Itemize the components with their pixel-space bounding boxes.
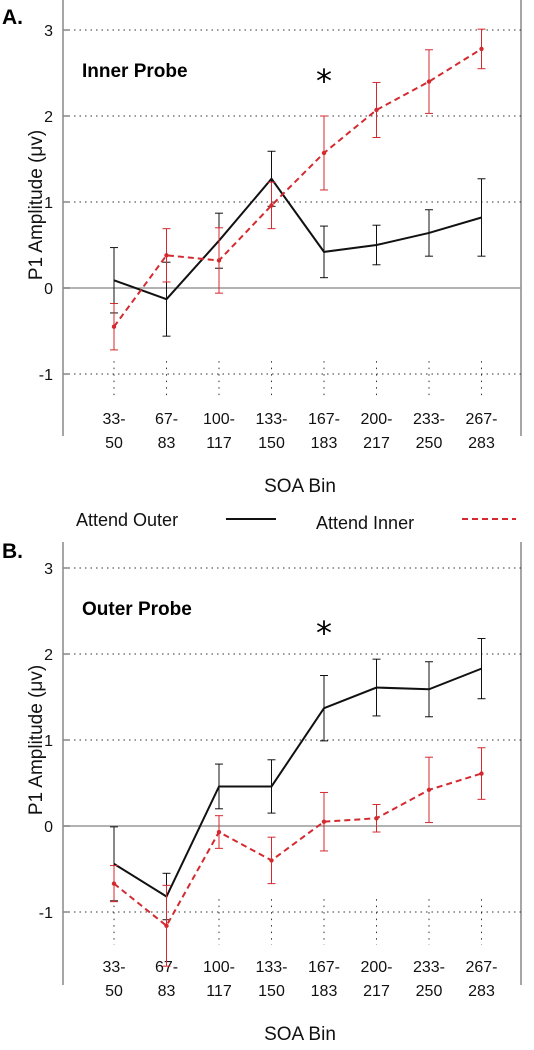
panel-b-xtick-label: 33- (102, 959, 125, 976)
panel-b-xtick-label: 150 (258, 983, 285, 1000)
panel-a-xtick-label: 217 (363, 435, 390, 452)
panel-b-xtick-label: 200- (360, 959, 392, 976)
panel-b-significance-star: * (316, 614, 332, 652)
panel-a-xtick-label: 183 (311, 435, 338, 452)
panel-a-xtick-label: 250 (416, 435, 443, 452)
panel-b-attend-inner-point (164, 923, 169, 928)
panel-b-xtick-label: 283 (468, 983, 495, 1000)
panel-a-attend-inner-point (111, 324, 117, 329)
panel-a-label: A. (2, 6, 23, 29)
panel-b-attend-inner-point (479, 771, 484, 776)
panel-b-attend-outer-line (113, 667, 482, 898)
panel-b-xtick-label: 100- (203, 959, 235, 976)
legend-attend-inner-label: Attend Inner (316, 513, 414, 533)
panel-b-ytick-label: 0 (44, 819, 53, 836)
panel-b-xtick-label: 67- (155, 959, 178, 976)
panel-a-xtick-label: 167- (308, 411, 340, 428)
panel-b-xtick-label: 233- (413, 959, 445, 976)
panel-a-ytick-label: -1 (39, 367, 53, 384)
panel-b-label: B. (2, 540, 23, 563)
panel-a-xtick-label: 117 (206, 435, 232, 452)
panel-a-xtick-label: 67- (155, 411, 178, 428)
panel-b-xtick-label: 133- (255, 959, 287, 976)
panel-a-attend-outer-line (113, 177, 482, 301)
panel-a-attend-inner-line (113, 48, 483, 328)
panel-a-xtick-label: 133- (255, 411, 287, 428)
panel-a-xtick-label: 100- (203, 411, 235, 428)
panel-a-ytick-label: 0 (44, 281, 53, 298)
panel-a-attend-inner-point (216, 258, 222, 263)
panel-a-ytick-label: 2 (44, 109, 53, 126)
panel-a-xtick-label: 33- (102, 411, 125, 428)
panel-a-xtick-label: 233- (413, 411, 445, 428)
panel-b-xtick-label: 167- (308, 959, 340, 976)
panel-a-xtick-label: 200- (360, 411, 392, 428)
panel-a-xtick-label: 83 (158, 435, 176, 452)
panel-a-ytick-label: 3 (44, 23, 53, 40)
panel-a-ylabel: P1 Amplitude (μv) (26, 130, 47, 280)
panel-a-attend-inner-point (426, 79, 432, 84)
panel-b-attend-inner-point (374, 816, 379, 821)
panel-b-xtick-label: 250 (416, 983, 443, 1000)
panel-b-attend-inner-point (321, 819, 327, 824)
panel-b-title: Outer Probe (82, 599, 192, 620)
panel-b-xtick-label: 217 (363, 983, 390, 1000)
legend-attend-outer-label: Attend Outer (76, 510, 178, 530)
panel-a-attend-inner-point (321, 150, 327, 156)
panel-b-xtick-label: 83 (158, 983, 176, 1000)
panel-a-xtick-label: 267- (465, 411, 497, 428)
panel-a-attend-inner-point (479, 46, 484, 52)
panel-a-xtick-label: 50 (105, 435, 123, 452)
panel-b-attend-inner-line (113, 772, 482, 928)
panel-b-ytick-label: 2 (44, 647, 53, 664)
panel-b-attend-inner-point (216, 829, 222, 835)
panel-b: B. Outer Probe P1 Amplitude (μv) SOA Bin… (2, 540, 522, 1045)
panel-b-xtick-label: 183 (311, 983, 338, 1000)
panel-b-xtick-label: 117 (206, 983, 232, 1000)
panel-b-attend-inner-point (269, 858, 274, 863)
panel-a-significance-star: * (316, 62, 332, 100)
panel-b-attend-inner-point (111, 881, 117, 886)
panel-b-ylabel: P1 Amplitude (μv) (26, 665, 47, 815)
panel-b-xtick-label: 267- (465, 959, 497, 976)
panel-a-xtick-label: 283 (468, 435, 495, 452)
panel-a-xtick-label: 150 (258, 435, 285, 452)
panel-b-ytick-label: -1 (39, 905, 53, 922)
panel-b-plot: -1 0 1 2 3 33- 50 67- 83 100- 117 133- 150 167- 183 200… (39, 542, 522, 1000)
panel-a-xlabel: SOA Bin (264, 476, 336, 497)
panel-b-xtick-label: 50 (105, 983, 123, 1000)
panel-a-attend-inner-point (164, 253, 169, 258)
panel-b-attend-inner-point (426, 787, 432, 793)
panel-a-attend-inner-point (269, 203, 274, 208)
panel-b-xlabel: SOA Bin (264, 1024, 336, 1045)
panel-a-title: Inner Probe (82, 61, 188, 82)
panel-a-ytick-label: 1 (44, 195, 53, 212)
panel-a-attend-inner-point (374, 107, 379, 113)
legend: Attend Outer Attend Inner (76, 510, 516, 533)
panel-a: A. Inner Probe P1 Amplitude (μv) SOA Bin… (2, 0, 522, 497)
panel-a-plot: -1 0 1 2 3 33- 50 67- 83 100- 117 133- 150 167- 183 200… (39, 0, 522, 452)
panel-b-ytick-label: 1 (44, 733, 53, 750)
panel-b-ytick-label: 3 (44, 561, 53, 578)
